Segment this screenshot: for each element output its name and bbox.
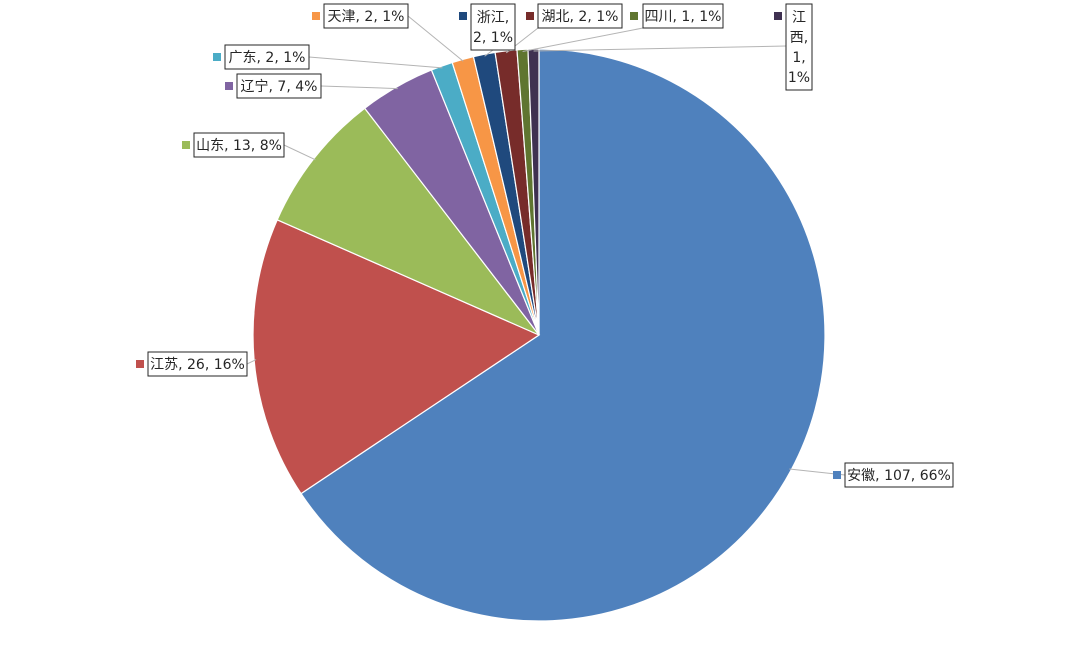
- label-text: 1%: [788, 70, 810, 86]
- label-box: [323, 3, 409, 29]
- label-color-marker: [136, 360, 144, 368]
- label-box: [224, 44, 310, 70]
- data-label-5: 广东, 2, 1%: [213, 44, 310, 70]
- leader-line-5: [308, 56, 443, 69]
- label-text: 江苏, 26, 16%: [150, 357, 245, 373]
- label-box: [785, 3, 813, 91]
- leader-line-3: [283, 144, 316, 161]
- label-color-marker: [182, 141, 190, 149]
- label-color-marker: [630, 12, 638, 20]
- label-text: 湖北, 2, 1%: [542, 9, 619, 25]
- label-color-marker: [312, 12, 320, 20]
- label-text: 四川, 1, 1%: [645, 9, 722, 25]
- data-label-2: 江苏, 26, 16%: [136, 351, 248, 377]
- label-text: 江: [792, 10, 806, 26]
- label-box: [236, 73, 322, 99]
- label-text: 山东, 13, 8%: [196, 138, 282, 154]
- label-text: 天津, 2, 1%: [328, 9, 405, 25]
- label-box: [642, 3, 724, 29]
- data-label-6: 天津, 2, 1%: [312, 3, 409, 29]
- leader-line-10: [533, 45, 787, 52]
- label-color-marker: [526, 12, 534, 20]
- label-box: [844, 462, 954, 488]
- leader-line-7: [484, 49, 494, 57]
- label-text: 2, 1%: [473, 30, 513, 46]
- label-text: 浙江,: [477, 10, 509, 26]
- data-label-3: 山东, 13, 8%: [182, 132, 285, 158]
- label-box: [537, 3, 623, 29]
- data-label-8: 湖北, 2, 1%: [526, 3, 623, 29]
- data-label-10: 江西, 1, 1%: [774, 3, 813, 91]
- data-label-7: 浙江, 2, 1%: [459, 3, 516, 51]
- label-color-marker: [774, 12, 782, 20]
- label-color-marker: [225, 82, 233, 90]
- data-label-4: 辽宁, 7, 4%: [225, 73, 322, 99]
- label-color-marker: [213, 53, 221, 61]
- label-text: 西,: [790, 30, 808, 46]
- label-color-marker: [459, 12, 467, 20]
- pie-slice-2: [252, 219, 541, 495]
- leader-line-4: [320, 85, 398, 90]
- leader-line-9: [522, 27, 644, 52]
- pie-slice-1: [300, 48, 826, 622]
- label-text: 辽宁, 7, 4%: [241, 78, 318, 95]
- leader-lines-group: [246, 15, 846, 476]
- label-text: 安徽, 107, 66%: [847, 468, 951, 484]
- leader-line-6: [407, 15, 464, 62]
- data-label-1: 安徽, 107, 66%: [833, 462, 954, 488]
- data-label-9: 四川, 1, 1%: [630, 3, 724, 29]
- label-box: [147, 351, 248, 377]
- label-text: 广东, 2, 1%: [229, 50, 306, 66]
- data-labels-group: 安徽, 107, 66% 江苏, 26, 16% 山东, 13, 8% 辽宁, 7, …: [136, 3, 954, 488]
- label-text: 1,: [792, 50, 805, 66]
- label-color-marker: [833, 471, 841, 479]
- leader-line-2: [246, 359, 257, 365]
- label-box: [193, 132, 285, 158]
- label-box: [470, 3, 516, 51]
- slices-group: [252, 48, 826, 622]
